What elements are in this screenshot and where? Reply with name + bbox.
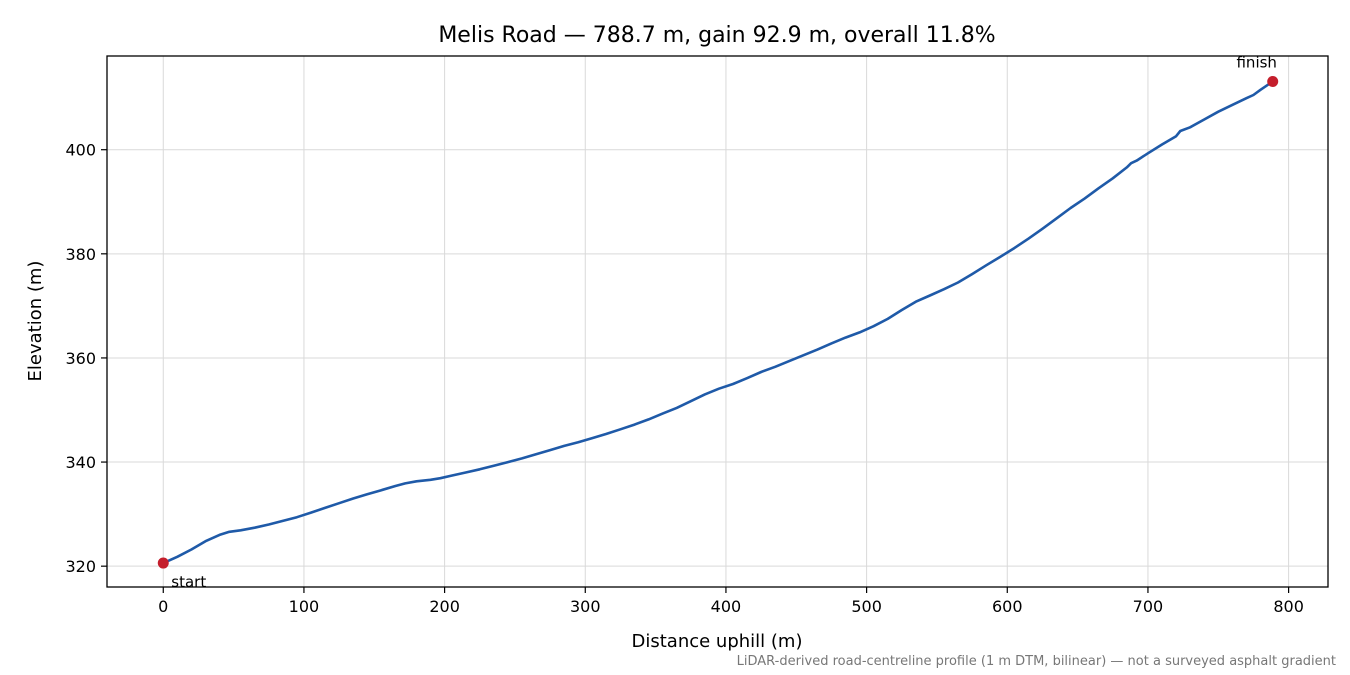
y-tick-label: 340 <box>65 453 96 472</box>
y-tick-label: 400 <box>65 141 96 160</box>
start-marker <box>157 557 169 569</box>
elevation-line <box>162 80 1274 565</box>
y-axis-label: Elevation (m) <box>25 261 46 382</box>
grid-lines <box>107 56 1328 587</box>
x-tick-label: 400 <box>711 597 742 616</box>
x-tick-label: 500 <box>851 597 882 616</box>
x-tick-label: 800 <box>1273 597 1304 616</box>
start-annotation: start <box>171 573 206 591</box>
axis-ticks: 0 100 200 300 400 500 600 700 800 320 340 360 380 400 <box>65 141 1303 616</box>
finish-marker <box>1267 76 1279 88</box>
x-tick-label: 200 <box>429 597 460 616</box>
source-footnote: LiDAR-derived road-centreline profile (1… <box>737 654 1336 669</box>
x-tick-label: 600 <box>992 597 1023 616</box>
x-axis-label: Distance uphill (m) <box>632 631 803 652</box>
y-tick-label: 380 <box>65 245 96 264</box>
y-tick-label: 360 <box>65 349 96 368</box>
x-tick-label: 0 <box>158 597 168 616</box>
x-tick-label: 700 <box>1133 597 1164 616</box>
y-tick-label: 320 <box>65 557 96 576</box>
plot-area: start finish <box>157 54 1279 591</box>
plot-frame <box>106 55 1329 588</box>
finish-annotation: finish <box>1236 54 1276 72</box>
x-tick-label: 300 <box>570 597 601 616</box>
x-tick-label: 100 <box>289 597 320 616</box>
chart-title: Melis Road — 788.7 m, gain 92.9 m, overa… <box>438 23 995 48</box>
